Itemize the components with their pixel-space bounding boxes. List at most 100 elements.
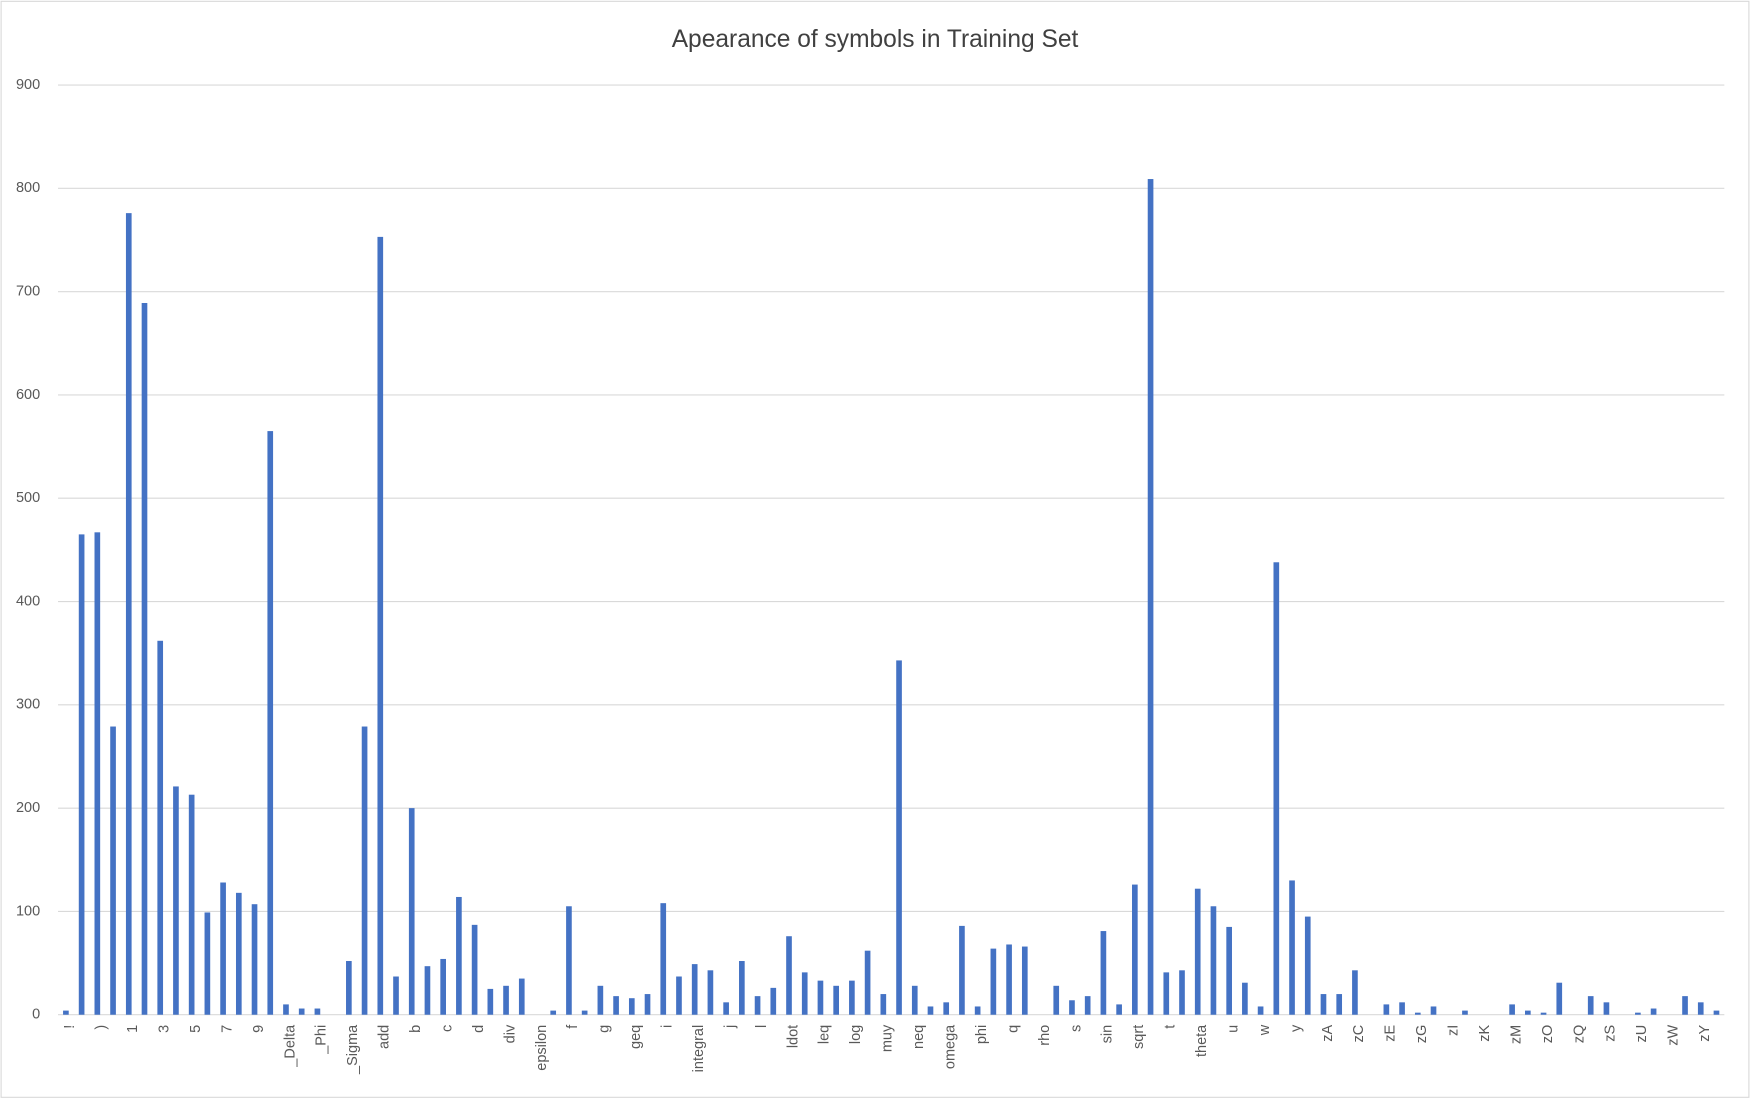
x-tick-label: 7 <box>219 1025 235 1033</box>
y-tick-label: 300 <box>16 697 40 713</box>
bar <box>125 213 132 1015</box>
bar <box>456 896 462 1015</box>
bar <box>1289 880 1295 1015</box>
bar <box>817 980 824 1015</box>
bar <box>676 976 682 1015</box>
bar <box>110 726 116 1015</box>
bar <box>1320 994 1327 1015</box>
bar <box>440 958 446 1015</box>
bar <box>1430 1006 1437 1015</box>
x-tick-label: _Delta <box>282 1024 298 1068</box>
bar <box>1713 1010 1720 1015</box>
bar <box>235 892 242 1015</box>
bar <box>1006 944 1012 1015</box>
bar <box>1540 1012 1547 1015</box>
bar <box>1053 985 1060 1015</box>
x-tick-label: phi <box>974 1025 990 1044</box>
x-tick-label: zW <box>1666 1024 1682 1045</box>
x-tick-label: zI <box>1446 1025 1462 1036</box>
bar <box>1021 946 1028 1015</box>
bar <box>188 794 195 1015</box>
bar <box>896 660 902 1015</box>
bar <box>1116 1004 1122 1015</box>
x-tick-label: zS <box>1603 1025 1619 1042</box>
bar <box>173 786 179 1015</box>
bar <box>1635 1012 1641 1015</box>
x-tick-label: j <box>722 1025 738 1029</box>
bar <box>707 970 714 1015</box>
bar <box>314 1008 321 1015</box>
x-tick-label: zQ <box>1571 1025 1587 1044</box>
y-tick-label: 900 <box>16 77 40 93</box>
x-tick-label: zK <box>1477 1024 1493 1041</box>
bar <box>864 950 871 1015</box>
x-tick-label: neq <box>911 1025 927 1049</box>
x-tick-label: zA <box>1320 1024 1336 1041</box>
bar <box>770 987 777 1015</box>
bar <box>204 912 211 1015</box>
bar <box>1273 562 1280 1015</box>
x-tick-label: rho <box>1037 1025 1053 1046</box>
bar <box>1226 926 1232 1015</box>
x-tick-label: sin <box>1100 1025 1116 1044</box>
bar <box>1257 1006 1264 1015</box>
y-tick-label: 100 <box>16 903 40 919</box>
x-tick-label: omega <box>942 1024 958 1069</box>
bar <box>393 976 399 1015</box>
bar <box>346 961 352 1015</box>
x-tick-label: t <box>1163 1025 1179 1029</box>
bar <box>1179 970 1185 1015</box>
y-tick-label: 600 <box>16 387 40 403</box>
y-tick-label: 200 <box>16 800 40 816</box>
x-tick-label: w <box>1257 1024 1273 1036</box>
x-tick-label: y <box>1288 1024 1304 1032</box>
bar <box>801 972 808 1015</box>
bar <box>78 534 85 1015</box>
bar <box>267 431 274 1015</box>
x-tick-label: 1 <box>125 1025 141 1033</box>
x-tick-label: theta <box>1194 1024 1210 1057</box>
x-tick-label: integral <box>691 1025 707 1073</box>
bar <box>157 640 164 1015</box>
x-tick-label: zO <box>1540 1025 1556 1044</box>
x-tick-label: log <box>848 1025 864 1044</box>
x-tick-label: zE <box>1383 1024 1399 1041</box>
x-tick-label: zG <box>1414 1025 1430 1044</box>
bar <box>503 985 509 1015</box>
y-tick-label: 700 <box>16 283 40 299</box>
bar <box>833 985 839 1015</box>
x-tick-label: u <box>1225 1025 1241 1033</box>
bar <box>94 532 101 1015</box>
x-tick-label: zC <box>1351 1025 1367 1043</box>
y-tick-label: 500 <box>16 490 40 506</box>
bar <box>1147 179 1154 1015</box>
x-tick-label: g <box>597 1025 613 1033</box>
bar <box>550 1010 557 1015</box>
bar <box>1132 884 1138 1015</box>
x-tick-label: _Sigma <box>345 1024 361 1075</box>
bar <box>1509 1004 1515 1015</box>
x-tick-label: s <box>1068 1025 1084 1032</box>
bar <box>251 904 258 1015</box>
x-tick-label: muy <box>880 1024 896 1052</box>
bar <box>1100 931 1107 1015</box>
bar <box>974 1006 981 1015</box>
bar <box>63 1010 69 1015</box>
bar <box>1163 972 1170 1015</box>
bar <box>1556 982 1563 1015</box>
bar <box>990 948 997 1015</box>
x-tick-label: zU <box>1634 1025 1650 1043</box>
bar <box>566 906 572 1015</box>
x-tick-label: zM <box>1508 1025 1524 1044</box>
bar <box>1084 996 1091 1015</box>
x-tick-label: ! <box>62 1025 78 1029</box>
x-tick-label: c <box>439 1025 455 1032</box>
bar <box>927 1006 934 1015</box>
x-tick-label: _Phi <box>314 1025 330 1055</box>
chart-title: Apearance of symbols in Training Set <box>672 26 1079 53</box>
bar <box>581 1010 588 1015</box>
bar <box>1587 996 1594 1015</box>
bar <box>1336 994 1343 1015</box>
